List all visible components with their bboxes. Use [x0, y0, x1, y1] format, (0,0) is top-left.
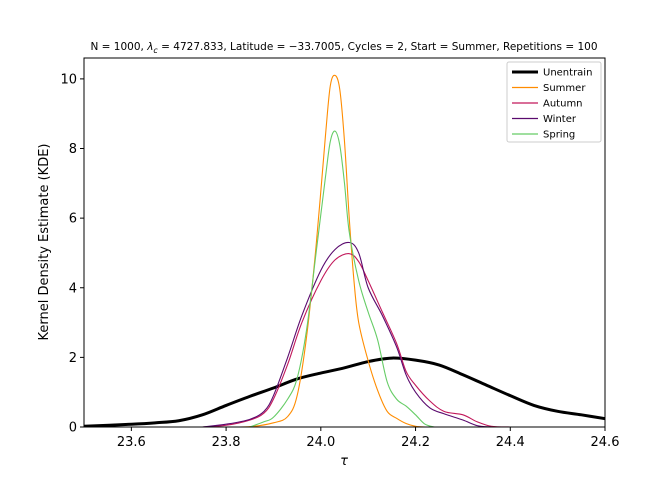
series-layer [84, 74, 605, 427]
chart-title-suffix: = 4727.833, Latitude = −33.7005, Cycles … [158, 41, 598, 53]
y-axis-label: Kernel Density Estimate (KDE) [37, 144, 52, 341]
y-tick-label: 4 [69, 281, 77, 296]
x-tick-label: 23.6 [117, 435, 146, 450]
chart-title-lambda: λ [146, 41, 153, 53]
series-line-spring [249, 130, 435, 427]
x-tick-label: 23.8 [212, 435, 241, 450]
x-tick-label: 24.2 [401, 435, 430, 450]
y-tick-label: 6 [69, 212, 77, 227]
x-tick-label: 24.4 [496, 435, 525, 450]
chart-title-prefix: N = 1000, [90, 41, 147, 53]
legend-label-autumn: Autumn [543, 99, 583, 110]
legend-label-summer: Summer [543, 83, 586, 94]
legend: Unentrain Summer Autumn Winter Spring [506, 61, 602, 143]
legend-label-winter: Winter [543, 114, 577, 125]
y-tick-label: 8 [69, 142, 77, 157]
series-line-winter [202, 241, 492, 427]
x-tick-label: 24.0 [306, 435, 335, 450]
y-tick-label: 10 [60, 72, 77, 87]
x-tick-label: 24.6 [591, 435, 620, 450]
series-line-unentrain [84, 356, 605, 427]
legend-box [506, 61, 602, 143]
y-axis: 0 2 4 6 8 10 [60, 72, 84, 436]
chart-title: N = 1000, λc = 4727.833, Latitude = −33.… [90, 41, 597, 55]
legend-label-spring: Spring [543, 130, 575, 141]
y-tick-label: 0 [69, 421, 77, 436]
x-axis-label: τ [340, 454, 348, 469]
x-axis: 23.6 23.8 24.0 24.2 24.4 24.6 [117, 427, 620, 450]
legend-label-unentrain: Unentrain [543, 68, 592, 79]
chart-title-lambda-sub: c [153, 46, 158, 55]
y-tick-label: 2 [69, 351, 77, 366]
series-line-summer [216, 74, 426, 427]
plot-frame [83, 57, 606, 428]
